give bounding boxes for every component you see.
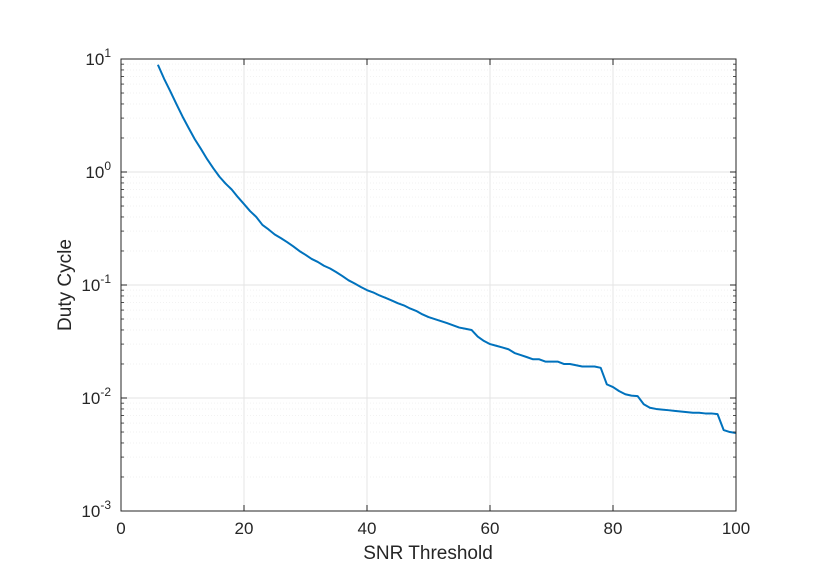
x-tick-label: 80 [604,519,623,538]
y-tick-label: 101 [85,46,111,69]
tick-marks [120,58,737,512]
y-tick-label: 10-2 [81,385,111,408]
series-group [156,64,737,434]
y-tick-label: 10-1 [81,272,111,295]
x-tick-labels: 0 20 40 60 80 100 [116,519,750,538]
x-tick-label: 60 [481,519,500,538]
x-tick-label: 40 [358,519,377,538]
y-tick-label: 10-3 [81,498,111,521]
y-tick-labels: 10-3 10-2 10-1 100 101 [81,46,111,521]
series-line [156,64,737,434]
x-tick-label: 20 [235,519,254,538]
x-axis-label: SNR Threshold [363,543,493,564]
y-axis-label: Duty Cycle [55,239,76,331]
y-tick-label: 100 [85,159,111,182]
x-tick-label: 100 [722,519,750,538]
x-tick-label: 0 [116,519,125,538]
